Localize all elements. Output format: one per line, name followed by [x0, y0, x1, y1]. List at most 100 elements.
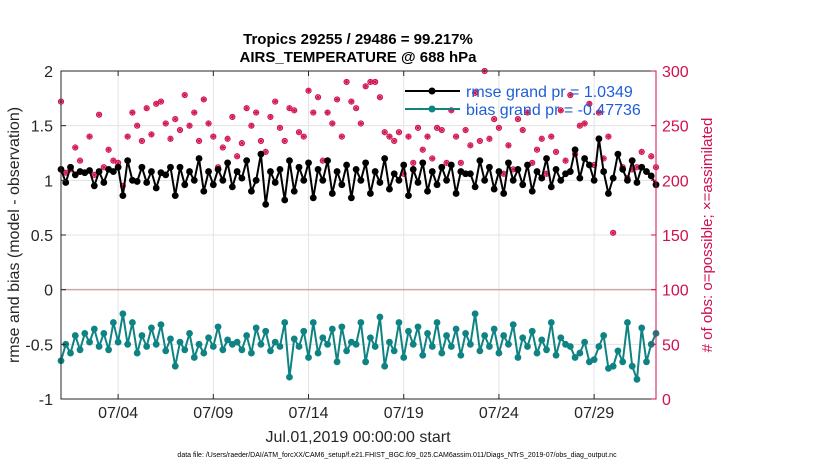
bias-point [547, 319, 555, 326]
obs-possible-point [157, 98, 165, 105]
obs-assimilated-point [239, 140, 245, 146]
obs-assimilated-point [310, 110, 316, 115]
obs-possible-point [324, 109, 331, 116]
bias-point [343, 347, 350, 355]
rmse-point [90, 182, 98, 190]
obs-possible-point [129, 109, 136, 116]
rmse-point [276, 166, 284, 173]
obs-assimilated-point [467, 142, 473, 148]
bias-point [252, 324, 260, 332]
bias-point [433, 319, 441, 326]
obs-assimilated-point [115, 160, 121, 166]
rmse-point [371, 168, 379, 175]
bias-point [190, 354, 198, 361]
obs-assimilated-point [320, 158, 326, 164]
obs-assimilated-point [201, 97, 207, 102]
obs-assimilated-point [168, 136, 173, 142]
rmse-point [605, 190, 612, 197]
y-right-tick-label: 300 [662, 64, 689, 81]
rmse-point [95, 168, 103, 175]
rmse-point [447, 161, 455, 169]
rmse-point [443, 176, 450, 184]
obs-possible-point [210, 133, 217, 140]
obs-assimilated-point [334, 97, 340, 102]
rmse-point [133, 178, 141, 185]
bias-point [100, 330, 108, 337]
rmse-point [286, 157, 293, 165]
obs-assimilated-point [158, 99, 164, 105]
legend-rmse-marker [428, 87, 436, 95]
obs-assimilated-point [410, 160, 416, 166]
bias-point [395, 319, 403, 326]
bias-point [419, 351, 427, 359]
obs-assimilated-point [501, 171, 507, 177]
bias-point [386, 338, 393, 346]
obs-possible-point [176, 126, 184, 134]
rmse-point [409, 166, 417, 173]
rmse-point [376, 179, 384, 186]
bias-point [186, 330, 193, 337]
bias-point [267, 347, 274, 355]
obs-possible-point [229, 113, 236, 121]
bias-point [428, 343, 436, 350]
rmse-point [167, 163, 174, 171]
obs-possible-point [72, 144, 79, 151]
obs-assimilated-point [101, 164, 107, 170]
obs-assimilated-point [229, 114, 235, 120]
x-ticks: 07/04 07/09 07/14 07/19 07/24 07/29 [98, 71, 614, 422]
legend: rmse grand pr = 1.0349 bias grand pr = -… [405, 84, 641, 119]
bias-point [281, 319, 289, 326]
obs-assimilated-point [244, 105, 250, 111]
obs-possible-point [172, 116, 179, 123]
obs-assimilated-point [606, 134, 611, 139]
rmse-point [195, 155, 203, 162]
bias-point [248, 349, 255, 357]
bias-point [157, 321, 165, 329]
bias-point [290, 335, 298, 343]
bias-point [143, 343, 151, 350]
bias-point [552, 351, 560, 359]
x-tick-label: 07/24 [479, 405, 519, 422]
obs-assimilated-point [548, 134, 554, 139]
rmse-point [67, 163, 74, 171]
rmse-point [148, 168, 155, 175]
bias-point [619, 358, 627, 366]
rmse-point [395, 176, 403, 184]
obs-possible-point [648, 153, 655, 160]
rmse-point [509, 176, 517, 184]
rmse-point [481, 176, 489, 184]
obs-possible-point [414, 124, 422, 131]
rmse-point [233, 168, 241, 175]
bias-point [414, 323, 422, 331]
bias-point [167, 335, 174, 343]
obs-assimilated-point [315, 94, 321, 100]
x-tick-label: 07/19 [384, 405, 424, 422]
obs-possible-point [124, 133, 131, 140]
obs-assimilated-point [353, 105, 359, 111]
rmse-point [624, 176, 631, 184]
bias-point [371, 343, 379, 350]
chart-title-line1: Tropics 29255 / 29486 = 99.217% [243, 31, 473, 48]
rmse-point [362, 159, 370, 167]
rmse-point [628, 157, 636, 165]
rmse-point [338, 181, 346, 189]
obs-assimilated-point [329, 121, 335, 126]
obs-possible-point [300, 133, 307, 140]
bias-point [152, 340, 160, 348]
rmse-point [347, 194, 355, 202]
bias-point [405, 327, 412, 335]
obs-assimilated-point [253, 110, 259, 115]
rmse-point [466, 170, 474, 178]
rmse-point [262, 200, 270, 208]
obs-assimilated-point [434, 125, 440, 131]
obs-assimilated-point [368, 79, 373, 85]
bias-point [138, 332, 146, 339]
obs-possible-point [200, 96, 207, 103]
rmse-point [552, 166, 560, 173]
rmse-point [538, 174, 546, 182]
bias-point [576, 349, 584, 357]
bias-point [124, 340, 132, 348]
bias-point [309, 319, 317, 326]
obs-assimilated-point [515, 116, 521, 122]
rmse-point [390, 170, 398, 178]
